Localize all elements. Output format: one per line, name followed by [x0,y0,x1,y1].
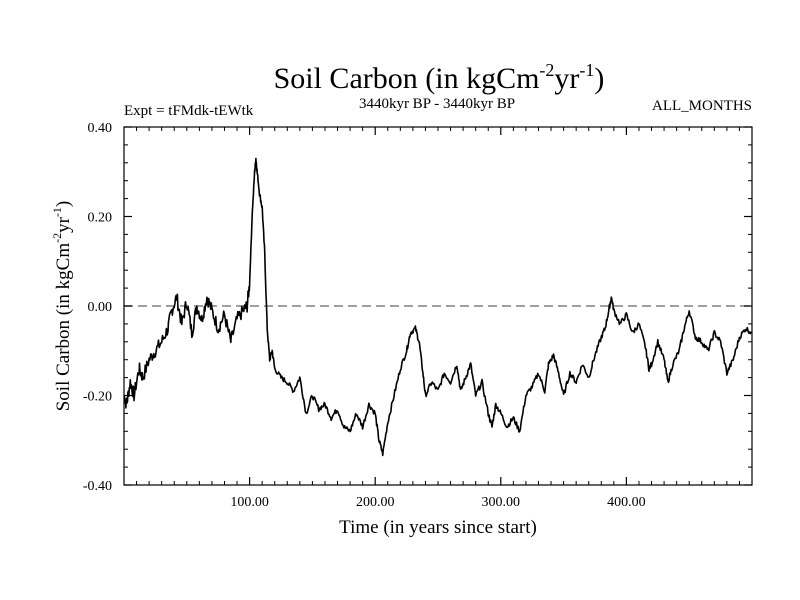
x-tick-label: 400.00 [607,495,646,510]
y-tick-label: 0.40 [88,121,113,136]
chart-title: Soil Carbon (in kgCm-2yr-1) [274,60,605,95]
plot-frame [123,126,753,486]
x-tick-label: 100.00 [230,495,269,510]
y-tick-label: 0.20 [88,211,113,226]
y-axis-ticks: -0.40 -0.20 0.00 0.20 0.40 [83,121,752,494]
period-label: 3440kyr BP - 3440kyr BP [359,96,515,112]
y-tick-label: -0.20 [83,390,112,405]
x-tick-label: 200.00 [356,495,395,510]
y-tick-label: -0.40 [83,479,112,494]
series-line [123,157,753,457]
x-axis-label: Time (in years since start) [339,517,537,538]
experiment-label: Expt = tFMdk-tEWtk [124,103,254,119]
series-group [123,157,753,457]
months-label: ALL_MONTHS [652,98,752,114]
y-tick-label: 0.00 [88,300,113,315]
x-axis-ticks: 100.00 200.00 300.00 400.00 [230,127,646,510]
x-tick-label: 300.00 [482,495,521,510]
y-axis-label: Soil Carbon (in kgCm-2yr-1) [50,201,74,412]
minor-ticks [124,127,752,485]
